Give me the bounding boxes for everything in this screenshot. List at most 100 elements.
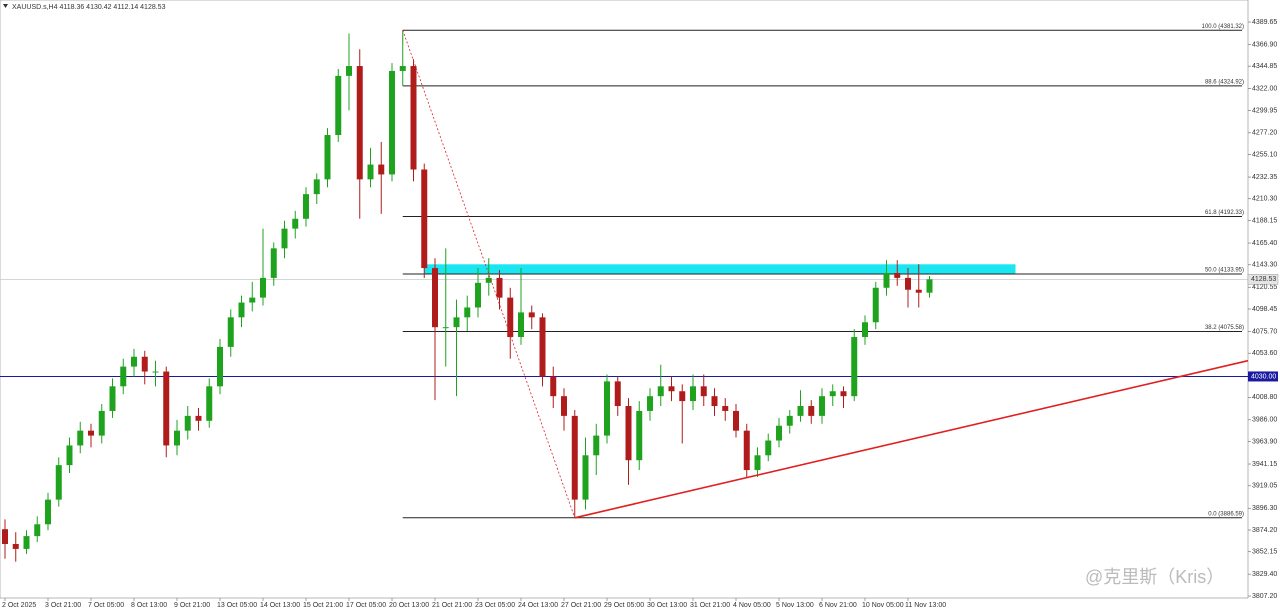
candle-body [206,386,213,421]
x-tick-label: 4 Nov 05:00 [733,602,771,609]
candle-body [700,386,707,397]
candle-body [88,430,94,436]
y-tick-label: 3807.20 [1252,593,1277,600]
x-tick-label: 10 Nov 05:00 [862,602,904,609]
x-tick-label: 29 Oct 05:00 [604,602,644,609]
y-tick-label: 3963.90 [1252,438,1277,445]
candle-body [346,66,352,76]
current-price-label: 4128.53 [1251,276,1276,283]
candle-body [12,543,19,549]
candle-body [249,297,256,303]
candle-body [195,415,202,421]
x-tick-label: 13 Oct 05:00 [217,602,257,609]
candle-body [45,499,51,525]
y-tick-label: 4053.60 [1252,350,1277,357]
candle-body [281,228,288,249]
x-tick-label: 11 Nov 13:00 [905,602,946,609]
candle-body [593,435,600,456]
candle-body [518,312,524,338]
candle-body [98,410,105,436]
candle-body [227,317,234,347]
candle-body [66,445,73,466]
candle-body [217,346,223,387]
candle-body [851,337,858,397]
y-tick-label: 4188.15 [1252,217,1277,224]
y-tick-label: 4008.80 [1252,394,1277,401]
candle-body [292,218,299,229]
candle-body [905,277,911,290]
candle-body [496,277,503,298]
candle-body [829,391,836,397]
y-tick-label: 4344.85 [1252,63,1277,70]
candle-body [625,406,632,461]
candle-body [410,66,417,170]
y-tick-label: 4277.20 [1252,130,1277,137]
x-tick-label: 8 Oct 13:00 [131,602,167,609]
candle-body [174,430,180,446]
candle-body [389,70,395,175]
candle-body [367,164,374,180]
candle-body [303,194,309,219]
candle-body [808,406,815,416]
candle-body [797,406,804,416]
candle-body [55,465,62,500]
y-tick-label: 3829.40 [1252,571,1277,578]
candle-body [743,430,750,471]
candle-body [356,66,363,180]
x-tick-label: 30 Oct 13:00 [647,602,687,609]
candle-body [34,524,41,537]
level-label: 4030.00 [1251,373,1276,380]
chart-title: XAUUSD.s,H4 4118.36 4130.42 4112.14 4128… [12,4,166,11]
fib-label: 38.2 (4075.58) [1205,325,1244,331]
candle-body [786,415,793,426]
y-tick-label: 4165.40 [1252,240,1277,247]
zone [424,264,1016,275]
fib-label: 50.0 (4133.95) [1205,268,1244,274]
y-tick-label: 3874.20 [1252,527,1277,534]
y-tick-label: 4232.35 [1252,174,1277,181]
y-tick-label: 4143.30 [1252,262,1277,269]
candle-body [163,371,170,446]
candle-body [711,396,718,407]
current-price-box [1247,274,1279,285]
candle-body [883,272,890,288]
candle-body [313,179,320,195]
candle-body [571,415,578,500]
y-tick-label: 4322.00 [1252,86,1277,93]
candle-body [2,529,8,544]
candle-body [131,356,137,367]
y-tick-label: 3852.15 [1252,549,1277,556]
y-tick-label: 3986.00 [1252,417,1277,424]
x-tick-label: 20 Oct 13:00 [389,602,429,609]
candle-body [432,268,438,328]
candle-body [120,366,127,387]
candle-body [561,396,567,416]
candle-body [141,356,148,372]
menu-arrow[interactable] [3,4,8,8]
x-tick-label: 21 Oct 21:00 [432,602,472,609]
x-tick-label: 7 Oct 05:00 [88,602,124,609]
candle-body [528,312,535,318]
candle-body [378,164,385,175]
y-tick-label: 4120.55 [1252,284,1277,291]
fib-label: 88.6 (4324.92) [1205,79,1244,85]
candle-body [109,386,116,411]
candle-body [464,307,471,318]
x-tick-label: 6 Nov 21:00 [819,602,857,609]
candle-body [421,169,428,269]
candle-body [539,317,546,377]
candle-body [475,282,481,308]
candle-body [582,455,589,500]
x-tick-label: 17 Oct 05:00 [346,602,386,609]
x-tick-label: 24 Oct 13:00 [518,602,558,609]
fib-label: 61.8 (4192.33) [1205,210,1244,216]
x-tick-label: 23 Oct 05:00 [475,602,515,609]
y-tick-label: 4366.90 [1252,41,1277,48]
x-tick-label: 2 Oct 2025 [2,602,36,609]
candle-body [485,277,492,283]
candle-body [754,455,761,471]
fib-label: 100.0 (4381.32) [1202,24,1244,30]
candle-body [926,279,933,293]
